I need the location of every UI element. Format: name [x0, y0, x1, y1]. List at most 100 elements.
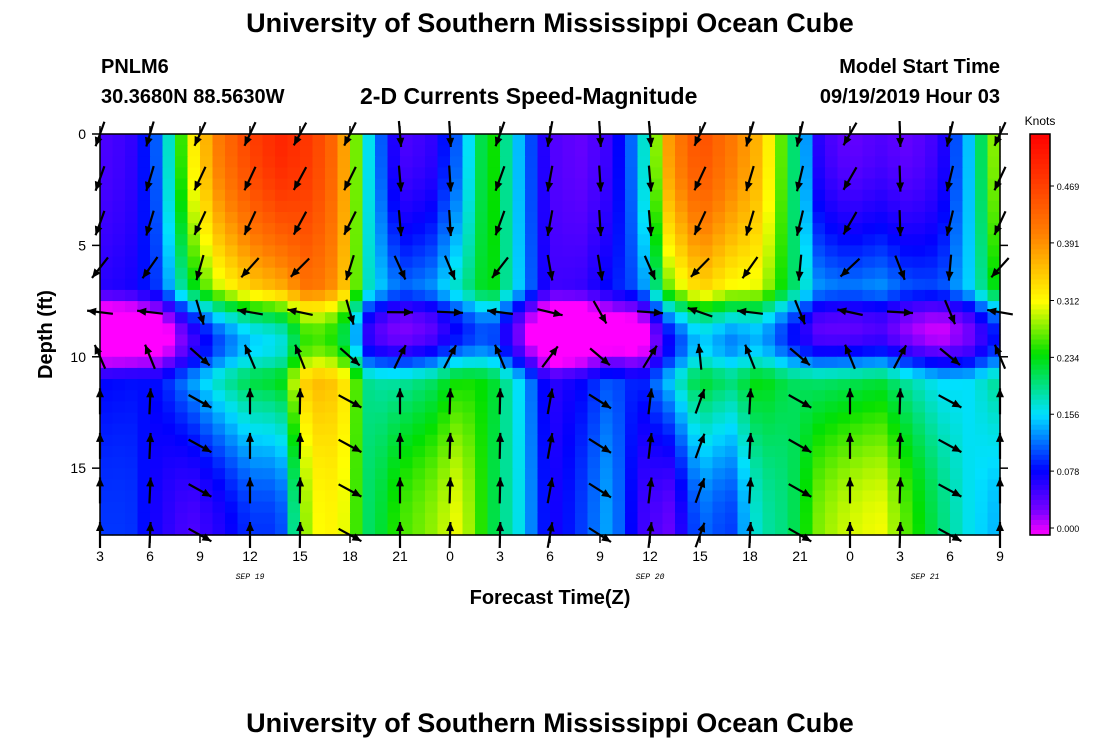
- heatmap-cell: [587, 278, 601, 291]
- heatmap-cell: [475, 178, 489, 191]
- heatmap-cell: [350, 156, 364, 169]
- heatmap-cell: [450, 401, 464, 414]
- heatmap-cell: [962, 200, 976, 213]
- heatmap-cell: [375, 301, 389, 313]
- heatmap-cell: [525, 468, 539, 480]
- heatmap-cell: [225, 301, 239, 313]
- heatmap-cell: [987, 156, 1001, 169]
- heatmap-cell: [762, 412, 776, 425]
- heatmap-cell: [862, 167, 876, 180]
- heatmap-cell: [112, 245, 126, 258]
- current-arrow: [646, 165, 655, 192]
- heatmap-cell: [987, 468, 1001, 480]
- heatmap-cell: [687, 468, 701, 480]
- heatmap-cell: [375, 468, 389, 480]
- heatmap-cell: [775, 390, 789, 402]
- heatmap-cell: [612, 156, 626, 169]
- current-arrow: [694, 388, 706, 414]
- heatmap-cell: [162, 356, 176, 369]
- heatmap-cell: [687, 434, 701, 447]
- heatmap-cell: [950, 445, 964, 458]
- heatmap-cell: [800, 390, 814, 402]
- colorbar-cell: [1030, 374, 1050, 381]
- heatmap-cell: [575, 278, 589, 291]
- heatmap-cell: [250, 379, 264, 391]
- heatmap-cell: [912, 301, 926, 313]
- heatmap-cell: [837, 401, 851, 414]
- heatmap-cell: [875, 167, 889, 180]
- heatmap-cell: [112, 301, 126, 313]
- current-arrow: [886, 308, 914, 317]
- heatmap-cell: [625, 178, 639, 191]
- heatmap-cell: [375, 356, 389, 369]
- heatmap-cell: [800, 423, 814, 436]
- heatmap-cell: [575, 211, 589, 224]
- colorbar-cell: [1030, 499, 1050, 506]
- heatmap-cell: [212, 457, 226, 469]
- heatmap-cell: [950, 223, 964, 235]
- heatmap-cell: [575, 189, 589, 202]
- heatmap-cell: [625, 200, 639, 213]
- heatmap-cell: [612, 256, 626, 269]
- heatmap-cell: [175, 390, 189, 402]
- heatmap-cell: [200, 211, 214, 224]
- heatmap-cell: [787, 390, 801, 402]
- heatmap-cell: [887, 367, 901, 380]
- heatmap-cell: [537, 211, 551, 224]
- heatmap-cell: [500, 490, 514, 503]
- heatmap-cell: [212, 501, 226, 514]
- heatmap-cell: [350, 345, 364, 358]
- heatmap-cell: [987, 334, 1001, 347]
- heatmap-cell: [700, 367, 714, 380]
- colorbar-cell: [1030, 299, 1050, 306]
- heatmap-cell: [350, 512, 364, 525]
- heatmap-cell: [412, 301, 426, 313]
- current-arrow: [193, 210, 207, 236]
- heatmap-cell: [450, 523, 464, 536]
- heatmap-cell: [887, 445, 901, 458]
- heatmap-cell: [525, 334, 539, 347]
- current-arrow: [296, 432, 305, 459]
- y-tick-label: 15: [70, 460, 86, 476]
- heatmap-cell: [250, 356, 264, 369]
- heatmap-cell: [512, 501, 526, 514]
- heatmap-cell: [987, 445, 1001, 458]
- heatmap-cell: [475, 412, 489, 425]
- heatmap-cell: [250, 167, 264, 180]
- heatmap-cell: [725, 145, 739, 157]
- heatmap-cell: [150, 468, 164, 480]
- heatmap-cell: [787, 267, 801, 280]
- heatmap-cell: [150, 523, 164, 536]
- heatmap-cell: [662, 167, 676, 180]
- heatmap-cell: [375, 434, 389, 447]
- heatmap-cell: [750, 234, 764, 246]
- heatmap-cell: [637, 490, 651, 503]
- heatmap-cell: [425, 189, 439, 202]
- heatmap-cell: [750, 178, 764, 191]
- current-arrow: [246, 477, 254, 504]
- heatmap-cell: [837, 156, 851, 169]
- heatmap-cell: [825, 178, 839, 191]
- heatmap-cell: [100, 267, 114, 280]
- heatmap-cell: [887, 156, 901, 169]
- heatmap-cell: [737, 468, 751, 480]
- heatmap-cell: [537, 356, 551, 369]
- heatmap-cell: [262, 367, 276, 380]
- heatmap-cell: [462, 289, 476, 302]
- heatmap-cell: [262, 189, 276, 202]
- heatmap-cell: [462, 490, 476, 503]
- heatmap-cell: [900, 312, 914, 324]
- heatmap-cell: [212, 479, 226, 492]
- heatmap-cell: [575, 245, 589, 258]
- heatmap-cell: [325, 379, 339, 391]
- heatmap-cell: [962, 412, 976, 425]
- heatmap-cell: [425, 134, 439, 146]
- heatmap-cell: [700, 423, 714, 436]
- heatmap-cell: [962, 323, 976, 336]
- heatmap-cell: [725, 479, 739, 492]
- heatmap-cell: [150, 457, 164, 469]
- heatmap-cell: [650, 278, 664, 291]
- heatmap-cell: [662, 479, 676, 492]
- heatmap-cell: [837, 468, 851, 480]
- heatmap-cell: [875, 390, 889, 402]
